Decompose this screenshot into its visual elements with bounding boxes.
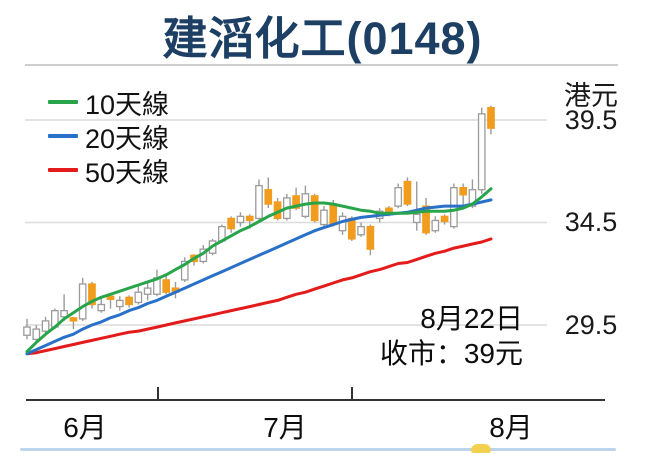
ma20-line-swatch-icon	[48, 134, 78, 138]
y-tick-34-5: 34.5	[564, 207, 618, 237]
y-tick-29-5: 29.5	[564, 310, 618, 340]
bottom-divider	[20, 448, 616, 451]
legend-item-ma50: 50天線	[48, 153, 170, 188]
close-price-annotation: 8月22日 收市：39元	[380, 301, 523, 371]
annotation-date: 8月22日	[420, 303, 523, 334]
sun-logo-icon	[471, 444, 491, 453]
legend-label-ma20: 20天線	[85, 123, 170, 154]
x-tick-june: 6月	[63, 412, 107, 443]
legend-label-ma10: 10天線	[85, 89, 170, 120]
x-tick-august: 8月	[489, 412, 533, 443]
legend-item-ma10: 10天線	[48, 85, 170, 120]
legend: 10天線 20天線 50天線	[48, 85, 170, 188]
y-axis-unit: 港元	[564, 81, 618, 111]
page-title: 建滔化工(0148)	[162, 13, 483, 64]
annotation-close: 收市：39元	[379, 338, 523, 369]
title-divider	[25, 64, 618, 66]
legend-label-ma50: 50天線	[85, 157, 170, 188]
legend-item-ma20: 20天線	[48, 119, 170, 154]
x-tick-july: 7月	[263, 412, 307, 443]
y-tick-39-5: 39.5	[564, 105, 618, 135]
ma50-line-swatch-icon	[48, 168, 78, 172]
ma10-line-swatch-icon	[48, 100, 78, 104]
